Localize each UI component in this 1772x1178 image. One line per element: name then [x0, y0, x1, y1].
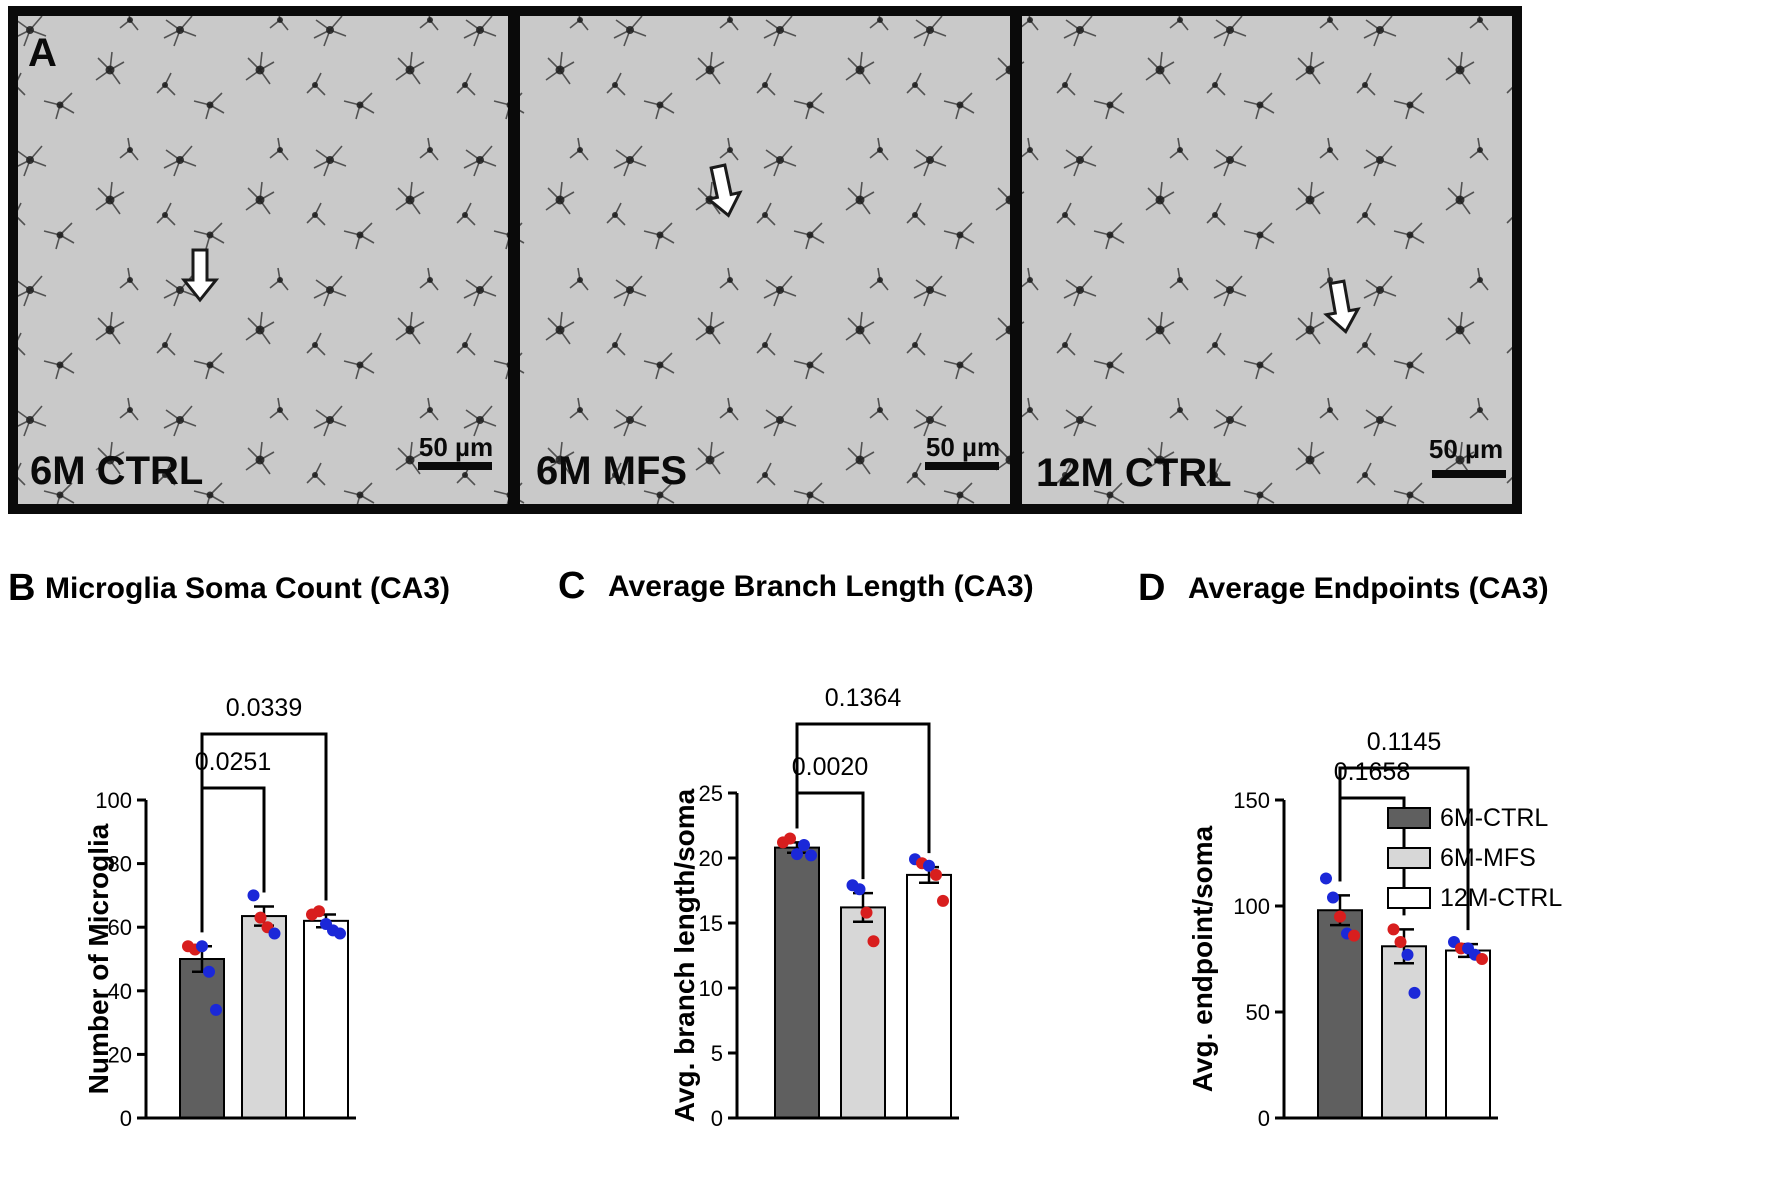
y-tick-label: 5: [711, 1041, 723, 1066]
panel-letter: B: [8, 567, 35, 609]
p-value-label: 0.1658: [1334, 758, 1410, 786]
panel-a: 50 µm 6M CTRL A 50 µm 6M MFS 50 µm 12M C…: [8, 6, 1522, 514]
data-point: [853, 883, 866, 896]
chart-title: Average Endpoints (CA3): [1188, 572, 1549, 605]
micrograph-3: 50 µm 12M CTRL: [1022, 16, 1512, 504]
arrow-icon: [1323, 279, 1361, 334]
data-point: [196, 940, 208, 953]
data-point: [798, 839, 810, 851]
data-point: [805, 849, 817, 862]
data-point: [268, 927, 281, 940]
y-axis-label: Avg. branch length/soma: [669, 788, 700, 1122]
panel-letter-a: A: [28, 31, 57, 75]
data-point: [1348, 929, 1360, 942]
y-tick-label: 10: [699, 976, 723, 1001]
comparison-bracket: [200, 786, 266, 933]
y-axis-label: Avg. endpoint/soma: [1187, 825, 1218, 1092]
y-tick-label: 15: [699, 911, 723, 936]
data-point: [1387, 923, 1400, 936]
image-label-6m-mfs: 6M MFS: [536, 449, 687, 493]
chart-panel-c: C Average Branch Length (CA3) 0 5 10 15 20 25Av…: [558, 565, 1034, 1131]
data-point: [860, 906, 873, 919]
panel-letter: D: [1138, 567, 1165, 609]
data-point: [923, 859, 935, 872]
legend-swatch-6m-mfs: [1387, 847, 1431, 869]
comparison-bracket: [1338, 766, 1470, 931]
arrow-icon: [705, 163, 743, 218]
data-point: [203, 965, 215, 978]
chart-title: Average Branch Length (CA3): [608, 570, 1034, 603]
image-label-6m-ctrl: 6M CTRL: [30, 449, 203, 493]
bar-6m-ctrl: [179, 958, 225, 1119]
p-value-label: 0.0251: [195, 748, 271, 776]
bar-6m-mfs: [241, 915, 287, 1119]
data-point: [334, 927, 346, 940]
data-point: [1320, 872, 1332, 885]
comparison-bracket: [200, 732, 328, 933]
comparison-bracket: [795, 722, 931, 854]
data-point: [1334, 910, 1346, 923]
p-value-label: 0.0020: [792, 753, 868, 781]
data-point: [867, 935, 880, 948]
y-tick-label: 50: [1246, 1000, 1270, 1025]
data-point: [784, 832, 796, 845]
micrograph-1: 50 µm 6M CTRL A: [18, 16, 508, 504]
legend-label-6m-mfs: 6M-MFS: [1440, 844, 1536, 872]
data-point: [791, 848, 803, 861]
bar-6m-mfs: [1381, 945, 1427, 1120]
data-point: [937, 894, 949, 907]
data-point: [313, 905, 325, 918]
y-axis-label: Number of Microglia: [83, 823, 114, 1094]
scale-bar-label: 50 µm: [1429, 434, 1503, 464]
legend-label-6m-ctrl: 6M-CTRL: [1440, 804, 1548, 832]
bar-12m-ctrl: [906, 873, 952, 1120]
bar-12m-ctrl: [1445, 949, 1491, 1120]
p-value-label: 0.0339: [226, 694, 302, 722]
bar-6m-ctrl: [1317, 909, 1363, 1119]
y-tick-label: 40: [108, 979, 132, 1004]
panel-letter: C: [558, 565, 585, 607]
data-point: [1394, 936, 1407, 949]
legend: 6M-CTRL 6M-MFS 12M-CTRL: [1387, 804, 1562, 912]
y-tick-label: 20: [699, 846, 723, 871]
p-value-label: 0.1145: [1367, 728, 1442, 756]
bar-12m-ctrl: [303, 919, 349, 1120]
scale-bar-label: 50 µm: [926, 432, 1000, 462]
y-tick-label: 80: [108, 852, 132, 877]
y-tick-label: 0: [711, 1106, 723, 1131]
y-tick-label: 0: [1258, 1106, 1270, 1131]
data-point: [1408, 986, 1421, 999]
scale-bar: [1432, 470, 1506, 478]
y-tick-label: 100: [1233, 894, 1270, 919]
y-tick-label: 20: [108, 1042, 132, 1067]
scale-bar: [925, 462, 999, 470]
bar-6m-ctrl: [774, 846, 820, 1119]
y-tick-label: 60: [108, 915, 132, 940]
scale-bar: [418, 462, 492, 470]
data-point: [930, 868, 942, 881]
chart-title: Microglia Soma Count (CA3): [45, 572, 450, 605]
legend-swatch-6m-ctrl: [1387, 807, 1431, 829]
data-point: [1476, 953, 1488, 965]
scale-bar-label: 50 µm: [419, 432, 493, 462]
y-tick-label: 25: [699, 781, 723, 806]
data-point: [247, 889, 260, 902]
legend-swatch-12m-ctrl: [1387, 887, 1431, 909]
image-label-12m-ctrl: 12M CTRL: [1036, 451, 1232, 495]
y-tick-label: 100: [95, 788, 132, 813]
chart-panel-d: D Average Endpoints (CA3) 0 50 100 150 Avg. en…: [1138, 567, 1549, 1131]
arrow-icon: [180, 248, 220, 303]
p-value-label: 0.1364: [825, 684, 902, 712]
y-tick-label: 0: [120, 1106, 132, 1131]
chart-panel-b: B Microglia Soma Count (CA3) 0 20 40 60 80 100 N…: [8, 567, 450, 1131]
data-point: [254, 911, 267, 924]
micrograph-2: 50 µm 6M MFS: [520, 16, 1010, 504]
legend-label-12m-ctrl: 12M-CTRL: [1440, 884, 1562, 912]
data-point: [1327, 891, 1339, 904]
y-tick-label: 150: [1233, 788, 1270, 813]
data-point: [1401, 948, 1414, 961]
data-point: [210, 1003, 222, 1016]
